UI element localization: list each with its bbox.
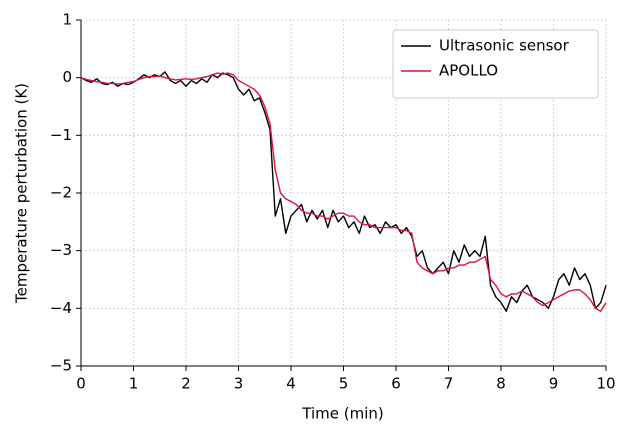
x-tick-label: 7	[444, 375, 454, 393]
y-tick-label: −3	[50, 241, 72, 259]
x-tick-label: 5	[339, 375, 349, 393]
y-tick-label: −5	[50, 357, 72, 375]
x-tick-label: 4	[286, 375, 296, 393]
y-tick-label: −4	[50, 299, 72, 317]
legend-label: Ultrasonic sensor	[439, 37, 570, 55]
x-tick-label: 0	[76, 375, 86, 393]
x-tick-label: 9	[549, 375, 559, 393]
x-tick-label: 1	[129, 375, 139, 393]
x-tick-label: 8	[496, 375, 506, 393]
legend-label: APOLLO	[439, 62, 498, 80]
x-axis-label: Time (min)	[301, 405, 383, 423]
y-tick-label: −2	[50, 184, 72, 202]
x-tick-label: 2	[181, 375, 191, 393]
y-tick-label: 1	[62, 11, 72, 29]
x-tick-label: 3	[234, 375, 244, 393]
x-tick-label: 10	[596, 375, 615, 393]
series-line	[80, 71, 607, 312]
y-tick-label: 0	[62, 68, 72, 86]
y-tick-label: −1	[50, 126, 72, 144]
x-tick-label: 6	[391, 375, 401, 393]
series-line	[80, 72, 607, 312]
y-axis-label: Temperature perturbation (K)	[13, 83, 31, 304]
legend-box	[392, 29, 599, 99]
